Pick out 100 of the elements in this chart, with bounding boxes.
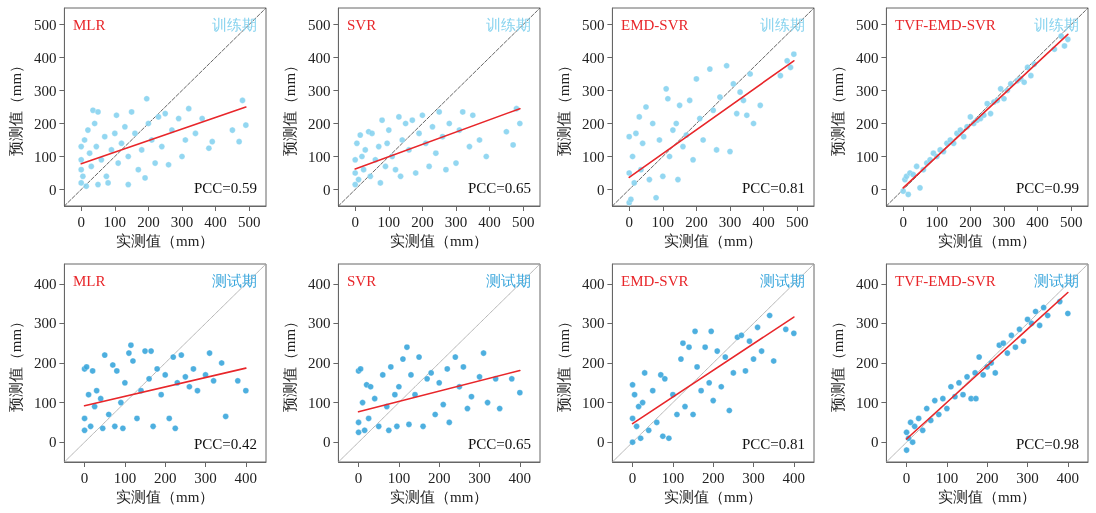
y-tick-label: 500 [581, 16, 605, 33]
x-tick-label: 300 [194, 469, 217, 486]
x-tick-label: 500 [237, 213, 261, 230]
x-tick-label: 200 [975, 469, 999, 486]
y-tick-label: 400 [33, 275, 57, 292]
y-tick-label: 0 [870, 434, 879, 451]
x-axis-title: 实测值（mm） [938, 233, 1037, 250]
x-axis-title: 实测值（mm） [938, 489, 1037, 506]
y-tick-label: 100 [307, 394, 331, 411]
x-tick-label: 400 [782, 469, 806, 486]
x-tick-label: 100 [377, 213, 401, 230]
annotation: PCC=0.98 [1015, 435, 1079, 452]
x-tick-label: 0 [80, 469, 89, 486]
text: MLR [73, 272, 106, 289]
y-tick-label: 200 [581, 115, 605, 132]
x-tick-label: 300 [1016, 469, 1039, 486]
x-axis-title: 实测值（mm） [664, 489, 763, 506]
x-axis-title: 实测值（mm） [664, 233, 763, 250]
text: 测试期 [486, 272, 531, 289]
x-tick-label: 0 [628, 469, 637, 486]
y-tick-label: 200 [581, 355, 605, 371]
x-tick-label: 0 [902, 469, 911, 486]
x-tick-label: 100 [387, 469, 411, 486]
x-tick-label: 300 [718, 213, 742, 230]
text: EMD-SVR [621, 16, 689, 33]
y-tick-label: 200 [33, 115, 57, 132]
y-tick-label: 100 [33, 148, 57, 165]
x-tick-label: 200 [153, 469, 177, 486]
y-tick-label: 500 [33, 16, 57, 33]
text: SVR [347, 272, 377, 289]
y-axis-title: 预测值（mm） [555, 57, 572, 157]
y-tick-label: 0 [870, 181, 879, 198]
x-tick-label: 0 [351, 213, 359, 230]
x-tick-label: 500 [511, 213, 535, 230]
x-tick-label: 0 [625, 213, 633, 230]
y-tick-label: 400 [33, 49, 57, 66]
x-tick-label: 400 [478, 213, 501, 230]
x-axis-title: 实测值（mm） [116, 233, 215, 250]
x-tick-label: 400 [1026, 213, 1049, 230]
x-tick-label: 500 [785, 213, 809, 230]
x-tick-label: 100 [935, 469, 959, 486]
x-tick-label: 300 [468, 469, 491, 486]
annotation: PCC=0.81 [741, 435, 805, 452]
x-tick-label: 200 [701, 469, 725, 486]
y-tick-label: 100 [855, 148, 879, 165]
y-tick-label: 300 [33, 82, 57, 99]
x-axis-title: 实测值（mm） [116, 489, 215, 506]
annotation: PCC=0.65 [467, 435, 531, 452]
text: EMD-SVR [621, 272, 689, 289]
annotation: PCC=0.59 [193, 179, 257, 196]
y-tick-label: 200 [307, 115, 331, 132]
x-tick-label: 300 [742, 469, 765, 486]
y-tick-label: 0 [596, 181, 605, 198]
y-tick-label: 400 [307, 275, 331, 292]
y-axis-title: 预测值（mm） [7, 313, 24, 413]
y-tick-label: 0 [596, 434, 605, 451]
y-axis-title: 预测值（mm） [281, 313, 298, 413]
x-tick-label: 200 [137, 213, 160, 230]
text: 训练期 [212, 16, 257, 33]
x-tick-label: 200 [411, 213, 434, 230]
annotation: PCC=0.81 [741, 179, 805, 196]
y-tick-label: 200 [33, 355, 57, 371]
text: TVF-EMD-SVR [895, 272, 996, 289]
y-tick-label: 300 [307, 82, 331, 99]
x-tick-label: 200 [685, 213, 708, 230]
y-tick-label: 0 [322, 434, 331, 451]
x-tick-label: 400 [508, 469, 532, 486]
x-tick-label: 400 [234, 469, 258, 486]
y-axis-title: 预测值（mm） [555, 313, 572, 413]
x-tick-label: 500 [1059, 213, 1083, 230]
x-tick-label: 100 [925, 213, 949, 230]
y-tick-label: 200 [855, 115, 879, 132]
y-tick-label: 100 [581, 394, 605, 411]
text: MLR [73, 16, 106, 33]
y-tick-label: 100 [33, 394, 57, 411]
y-axis-title: 预测值（mm） [7, 57, 24, 157]
y-tick-label: 100 [307, 148, 331, 165]
x-tick-label: 100 [103, 213, 127, 230]
y-tick-label: 200 [307, 355, 331, 371]
text: 训练期 [760, 16, 805, 33]
y-tick-label: 400 [855, 275, 879, 292]
y-tick-label: 400 [855, 49, 879, 66]
x-tick-label: 400 [204, 213, 227, 230]
y-tick-label: 300 [307, 315, 331, 332]
y-tick-label: 300 [855, 82, 879, 99]
x-tick-label: 100 [651, 213, 675, 230]
y-tick-label: 200 [855, 355, 879, 371]
y-tick-label: 400 [307, 49, 331, 66]
y-tick-label: 300 [33, 315, 57, 332]
text: SVR [347, 16, 377, 33]
y-tick-label: 400 [581, 275, 605, 292]
x-tick-label: 0 [77, 213, 85, 230]
y-tick-label: 0 [48, 181, 57, 198]
x-tick-label: 400 [1056, 469, 1080, 486]
y-tick-label: 0 [322, 181, 331, 198]
y-tick-label: 300 [581, 315, 605, 332]
y-axis-title: 预测值（mm） [281, 57, 298, 157]
y-tick-label: 100 [581, 148, 605, 165]
y-tick-label: 100 [855, 394, 879, 411]
y-axis-title: 预测值（mm） [829, 57, 846, 157]
